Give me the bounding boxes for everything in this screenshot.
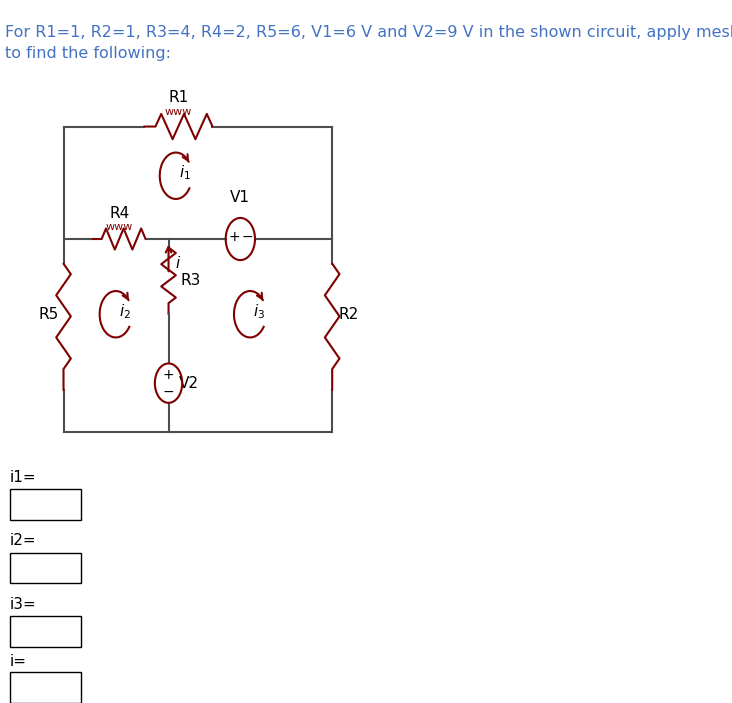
FancyBboxPatch shape xyxy=(10,553,81,583)
Text: $i_1$: $i_1$ xyxy=(179,164,191,182)
Text: R5: R5 xyxy=(38,307,59,322)
Text: For R1=1, R2=1, R3=4, R4=2, R5=6, V1=6 V and V2=9 V in the shown circuit, apply : For R1=1, R2=1, R3=4, R4=2, R5=6, V1=6 V… xyxy=(5,25,732,39)
Text: +: + xyxy=(163,368,174,382)
Text: www: www xyxy=(105,222,133,232)
Text: i: i xyxy=(176,256,180,271)
Text: i=: i= xyxy=(10,654,27,669)
Text: i1=: i1= xyxy=(10,470,37,485)
Text: V1: V1 xyxy=(231,191,250,205)
Text: V2: V2 xyxy=(179,375,199,391)
FancyBboxPatch shape xyxy=(10,672,81,703)
Text: −: − xyxy=(242,230,253,244)
Text: i3=: i3= xyxy=(10,597,37,612)
Text: R1: R1 xyxy=(168,91,188,105)
Text: $i_3$: $i_3$ xyxy=(253,302,265,321)
Text: R2: R2 xyxy=(338,307,358,322)
Text: R4: R4 xyxy=(109,206,130,221)
Text: −: − xyxy=(163,385,174,399)
Text: +: + xyxy=(228,230,240,244)
Text: www: www xyxy=(165,107,192,117)
Text: i2=: i2= xyxy=(10,534,37,548)
FancyBboxPatch shape xyxy=(10,489,81,520)
Text: to find the following:: to find the following: xyxy=(5,46,171,60)
FancyBboxPatch shape xyxy=(10,616,81,647)
Text: $i_2$: $i_2$ xyxy=(119,302,130,321)
Text: R3: R3 xyxy=(181,273,201,288)
